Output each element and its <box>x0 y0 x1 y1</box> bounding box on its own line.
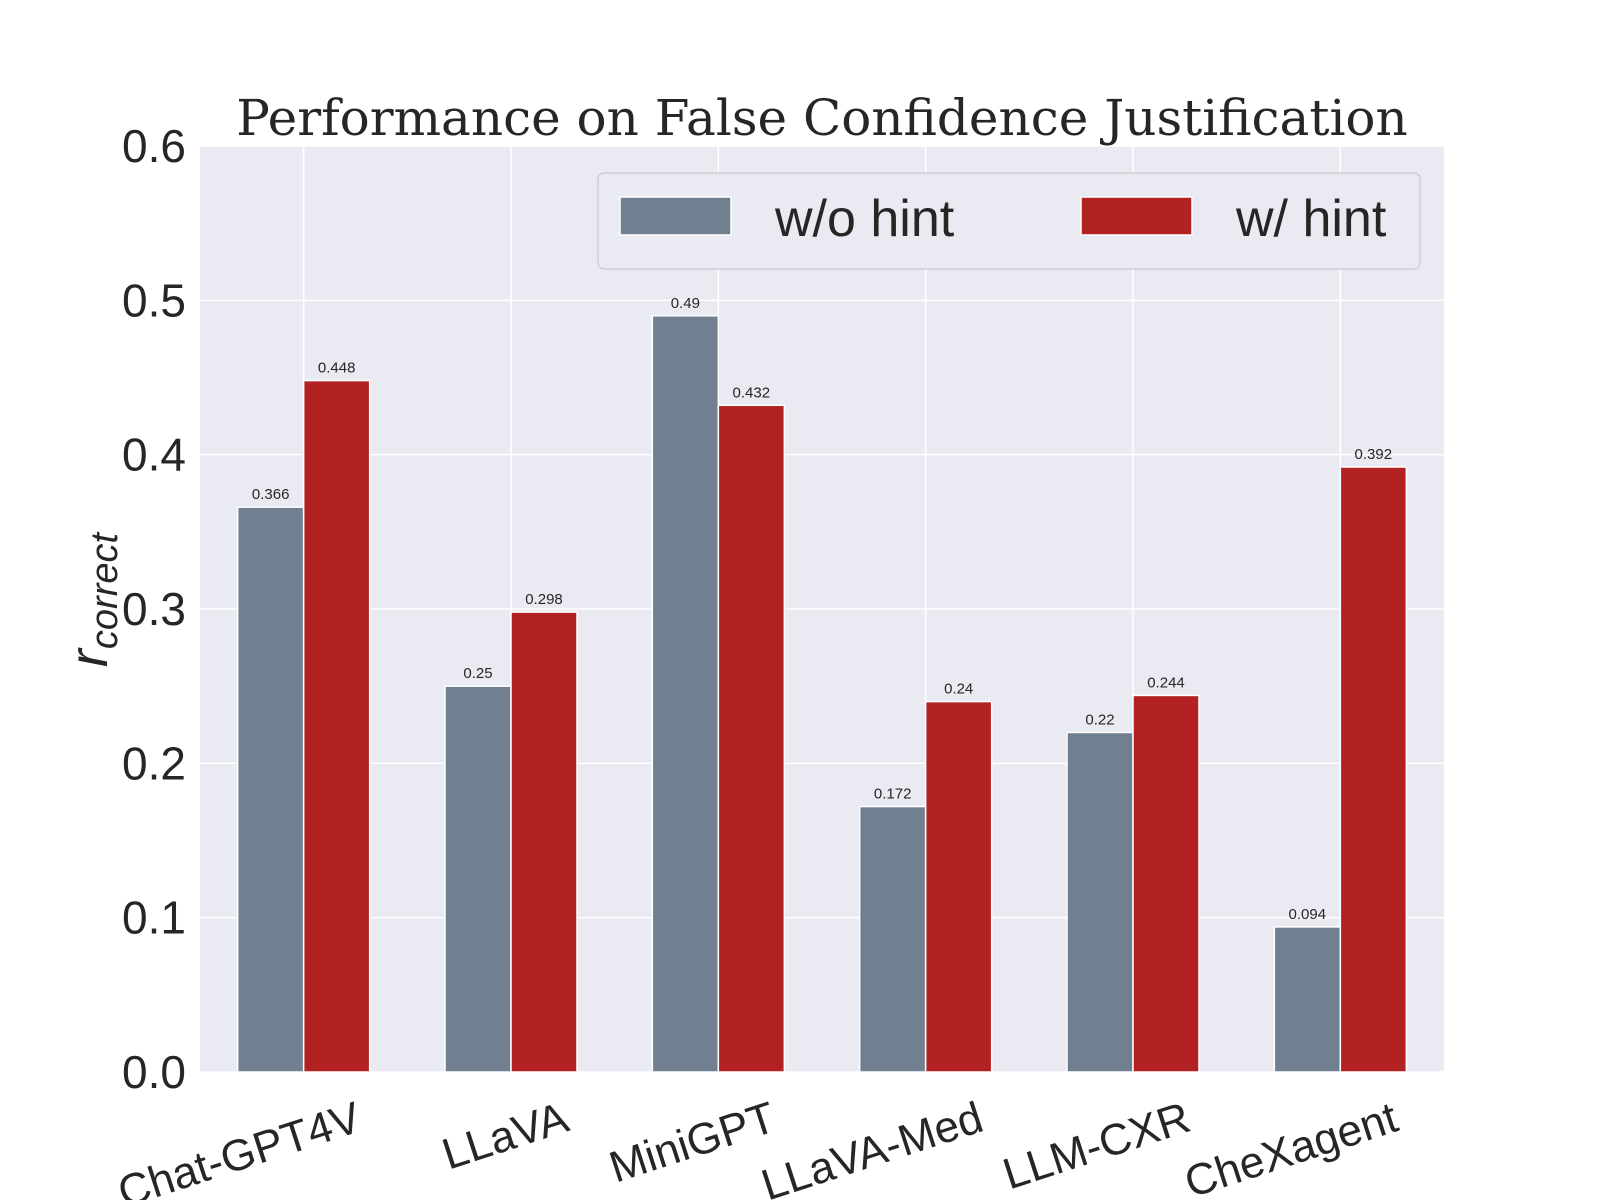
y-tick-label: 0.3 <box>122 583 186 635</box>
bar <box>1066 731 1134 1073</box>
x-tick-label: Chat-GPT4V <box>112 1093 367 1200</box>
x-tick-label: LLaVA <box>436 1093 574 1180</box>
y-tick-label: 0.0 <box>122 1046 186 1098</box>
y-axis-label-subscript: correct <box>84 532 126 650</box>
bar <box>444 685 512 1073</box>
y-axis-label-main: r <box>59 647 119 667</box>
bar-value-label: 0.432 <box>733 384 771 401</box>
bar <box>510 611 578 1073</box>
y-axis: 0.0 0.1 0.2 0.3 0.4 0.5 0.6 <box>122 120 186 1098</box>
y-tick-label: 0.4 <box>122 429 186 481</box>
bar-value-label: 0.448 <box>318 360 356 377</box>
bar <box>717 404 786 1073</box>
legend-label: w/o hint <box>774 190 955 248</box>
y-tick-label: 0.6 <box>122 120 186 172</box>
bar <box>1132 694 1200 1073</box>
bar <box>1339 466 1408 1073</box>
bar-value-label: 0.366 <box>252 486 290 503</box>
bar <box>651 315 720 1073</box>
legend: w/o hint w/ hint <box>597 172 1421 270</box>
bar <box>858 805 927 1073</box>
x-tick-label: MiniGPT <box>604 1093 782 1192</box>
x-tick-label: CheXagent <box>1179 1093 1404 1200</box>
bar <box>236 506 305 1073</box>
bar <box>1273 926 1342 1073</box>
bar <box>924 700 993 1073</box>
legend-label: w/ hint <box>1235 190 1387 248</box>
bar-value-label: 0.25 <box>463 665 492 682</box>
chart-title: Performance on False Confidence Justific… <box>236 89 1407 147</box>
x-tick-label: LLM-CXR <box>997 1093 1196 1199</box>
bar-value-label: 0.24 <box>944 681 973 698</box>
y-tick-label: 0.1 <box>122 892 186 944</box>
value-labels: 0.366 0.448 0.25 0.298 0.49 0.432 0.172 0.24 0.2… <box>252 295 1392 923</box>
y-tick-label: 0.5 <box>122 274 186 326</box>
legend-swatch <box>619 196 732 236</box>
y-axis-label: rcorrect <box>59 532 126 668</box>
bar-value-label: 0.244 <box>1147 674 1185 691</box>
bar-value-label: 0.298 <box>525 591 563 608</box>
bar-value-label: 0.22 <box>1085 711 1114 728</box>
y-tick-label: 0.2 <box>122 737 186 789</box>
x-tick-label: LLaVA-Med <box>756 1093 989 1200</box>
bar-value-label: 0.172 <box>874 786 912 803</box>
bar <box>302 379 371 1073</box>
bar-value-label: 0.392 <box>1355 446 1393 463</box>
legend-frame <box>597 172 1421 270</box>
bar-value-label: 0.49 <box>671 295 700 312</box>
bars <box>236 315 1408 1073</box>
legend-swatch <box>1080 196 1193 236</box>
bar-value-label: 0.094 <box>1289 906 1327 923</box>
